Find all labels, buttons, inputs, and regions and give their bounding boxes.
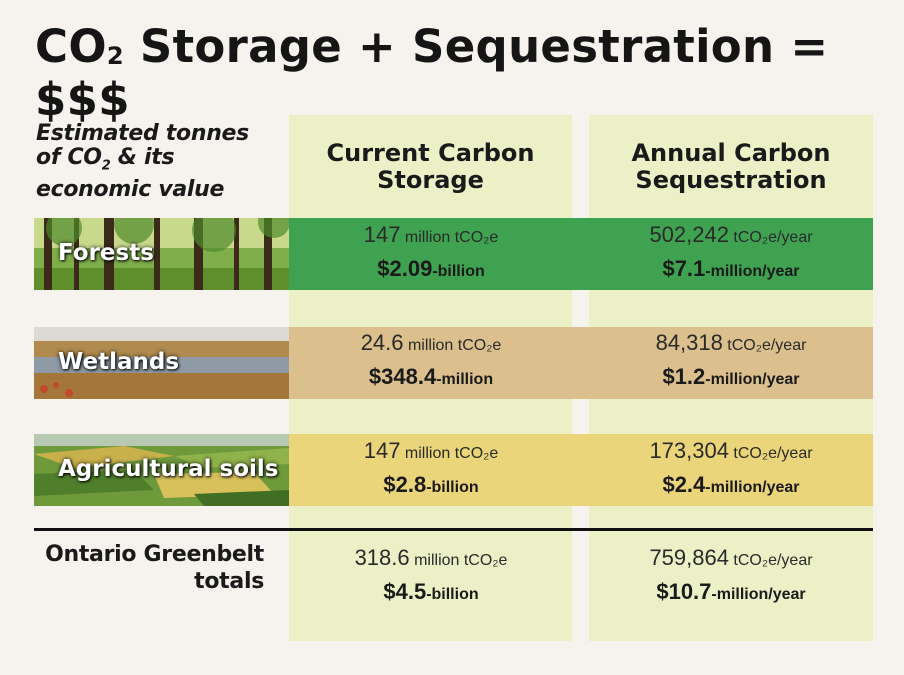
forests-row-band <box>289 218 873 290</box>
agricultural-soils-label: Agricultural soils <box>58 456 279 482</box>
wetlands-sequestration-cell: 84,318 tCO₂e/year $1.2-million/year <box>655 330 807 389</box>
totals-storage-cell: 318.6 million tCO₂e $4.5-billion <box>354 545 508 604</box>
forests-storage-cell: 147 million tCO₂e $2.09-billion <box>363 222 499 281</box>
forests-photo: Forests <box>34 218 289 290</box>
forests-label: Forests <box>58 240 154 266</box>
wetlands-row-band <box>289 327 873 399</box>
page-title: CO2 Storage + Sequestration = $$$ <box>35 20 829 126</box>
column-header-sequestration: Annual Carbon Sequestration <box>631 139 831 194</box>
column-header-storage: Current Carbon Storage <box>326 139 535 194</box>
agricultural-soils-photo: Agricultural soils <box>34 434 289 506</box>
wetlands-storage-cell: 24.6 million tCO₂e $348.4-million <box>360 330 502 389</box>
row-header-label: Estimated tonnes of CO2 & its economic v… <box>36 121 249 203</box>
forests-sequestration-cell: 502,242 tCO₂e/year $7.1-million/year <box>649 222 813 281</box>
wetlands-label: Wetlands <box>58 349 180 375</box>
totals-label: Ontario Greenbelt totals <box>45 542 264 594</box>
agricultural-soils-row-band <box>289 434 873 506</box>
totals-divider <box>34 528 873 531</box>
totals-sequestration-cell: 759,864 tCO₂e/year $10.7-million/year <box>649 545 813 604</box>
agricultural-soils-storage-cell: 147 million tCO₂e $2.8-billion <box>363 438 499 497</box>
wetlands-photo: Wetlands <box>34 327 289 399</box>
agricultural-soils-sequestration-cell: 173,304 tCO₂e/year $2.4-million/year <box>649 438 813 497</box>
